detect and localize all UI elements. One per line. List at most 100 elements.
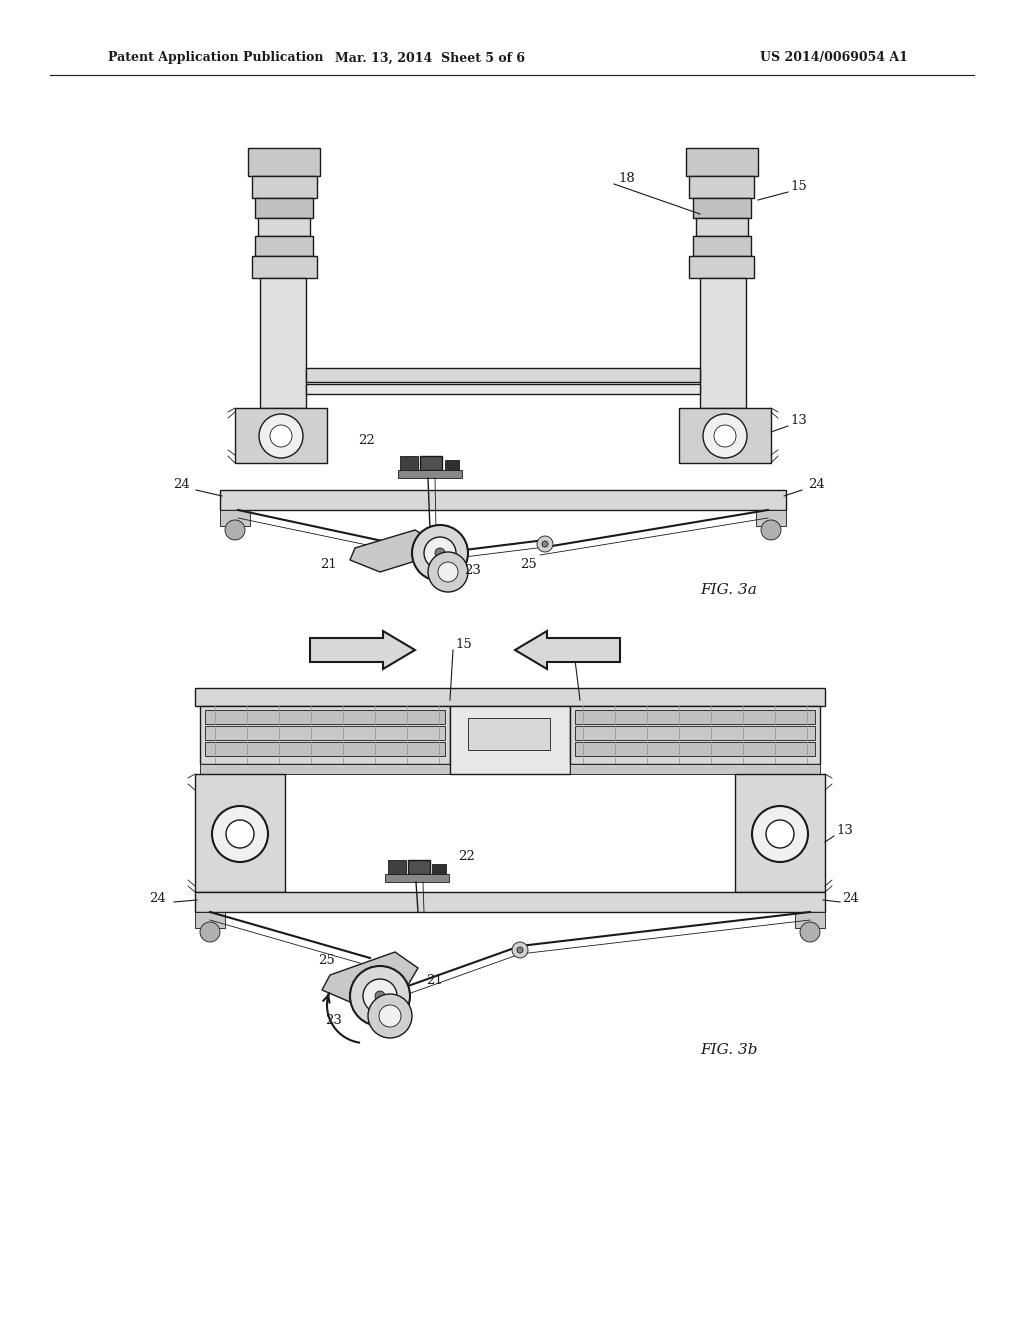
Bar xyxy=(450,706,570,774)
Circle shape xyxy=(200,921,220,942)
Circle shape xyxy=(362,979,397,1012)
Bar xyxy=(195,688,825,706)
Bar xyxy=(686,148,758,176)
Bar xyxy=(385,874,449,882)
Bar xyxy=(200,764,450,774)
Bar xyxy=(700,279,746,408)
Text: 18: 18 xyxy=(565,638,582,651)
Bar xyxy=(306,368,700,381)
Bar xyxy=(255,236,313,256)
Circle shape xyxy=(438,562,458,582)
Text: Patent Application Publication: Patent Application Publication xyxy=(108,51,324,65)
Text: 15: 15 xyxy=(455,638,472,651)
Text: 18: 18 xyxy=(618,172,635,185)
Bar xyxy=(689,176,754,198)
Circle shape xyxy=(350,966,410,1026)
Bar xyxy=(248,148,319,176)
Text: US 2014/0069054 A1: US 2014/0069054 A1 xyxy=(760,51,908,65)
Bar xyxy=(689,256,754,279)
FancyArrow shape xyxy=(310,631,415,669)
Bar xyxy=(693,198,751,218)
Bar xyxy=(570,706,820,764)
Text: 24: 24 xyxy=(842,891,859,904)
Bar xyxy=(398,470,462,478)
Circle shape xyxy=(537,536,553,552)
Bar xyxy=(575,710,815,723)
Bar xyxy=(795,912,825,928)
Text: 21: 21 xyxy=(426,974,442,986)
Circle shape xyxy=(512,942,528,958)
Polygon shape xyxy=(350,531,435,572)
Bar xyxy=(445,459,459,470)
Bar xyxy=(432,865,446,874)
Bar xyxy=(195,892,825,912)
Circle shape xyxy=(212,807,268,862)
Circle shape xyxy=(375,991,385,1001)
Circle shape xyxy=(270,425,292,447)
Bar xyxy=(220,490,786,510)
Bar xyxy=(195,912,225,928)
Bar xyxy=(258,218,310,236)
Text: Mar. 13, 2014  Sheet 5 of 6: Mar. 13, 2014 Sheet 5 of 6 xyxy=(335,51,525,65)
Bar xyxy=(195,774,285,892)
Circle shape xyxy=(424,537,456,569)
Circle shape xyxy=(766,820,794,847)
Bar xyxy=(205,726,445,741)
Text: 22: 22 xyxy=(458,850,475,862)
Text: 13: 13 xyxy=(836,824,853,837)
Bar xyxy=(693,236,751,256)
Circle shape xyxy=(761,520,781,540)
Bar xyxy=(570,764,820,774)
Text: 24: 24 xyxy=(808,479,824,491)
Circle shape xyxy=(225,520,245,540)
Circle shape xyxy=(800,921,820,942)
Bar xyxy=(679,408,771,463)
Bar xyxy=(420,455,442,470)
Polygon shape xyxy=(322,952,418,1002)
Text: 22: 22 xyxy=(358,433,375,446)
Text: FIG. 3a: FIG. 3a xyxy=(700,583,757,597)
Circle shape xyxy=(412,525,468,581)
FancyArrow shape xyxy=(515,631,620,669)
Text: 25: 25 xyxy=(318,953,335,966)
Circle shape xyxy=(226,820,254,847)
Bar xyxy=(306,384,700,393)
Text: 23: 23 xyxy=(464,564,481,577)
Circle shape xyxy=(428,552,468,591)
Bar xyxy=(252,256,317,279)
Circle shape xyxy=(435,548,445,558)
Text: 15: 15 xyxy=(790,180,807,193)
Text: 23: 23 xyxy=(326,1014,342,1027)
Circle shape xyxy=(542,541,548,546)
Bar xyxy=(200,706,450,764)
Text: FIG. 3b: FIG. 3b xyxy=(700,1043,758,1057)
Bar xyxy=(260,279,306,408)
Bar xyxy=(220,510,250,525)
Bar xyxy=(255,198,313,218)
Bar xyxy=(252,176,317,198)
Bar xyxy=(575,726,815,741)
Bar xyxy=(388,861,406,874)
Circle shape xyxy=(379,1005,401,1027)
Bar xyxy=(735,774,825,892)
Text: 25: 25 xyxy=(520,557,537,570)
Text: 21: 21 xyxy=(321,557,337,570)
Bar xyxy=(234,408,327,463)
Bar xyxy=(205,710,445,723)
Bar xyxy=(408,861,430,874)
Bar xyxy=(400,455,418,470)
Circle shape xyxy=(752,807,808,862)
Text: 13: 13 xyxy=(790,413,807,426)
Bar xyxy=(756,510,786,525)
Text: 24: 24 xyxy=(173,479,190,491)
Bar xyxy=(468,718,550,750)
Circle shape xyxy=(259,414,303,458)
Circle shape xyxy=(703,414,746,458)
Bar xyxy=(696,218,748,236)
Circle shape xyxy=(517,946,523,953)
Circle shape xyxy=(368,994,412,1038)
Bar xyxy=(205,742,445,756)
Bar xyxy=(575,742,815,756)
Text: 24: 24 xyxy=(150,891,166,904)
Circle shape xyxy=(714,425,736,447)
